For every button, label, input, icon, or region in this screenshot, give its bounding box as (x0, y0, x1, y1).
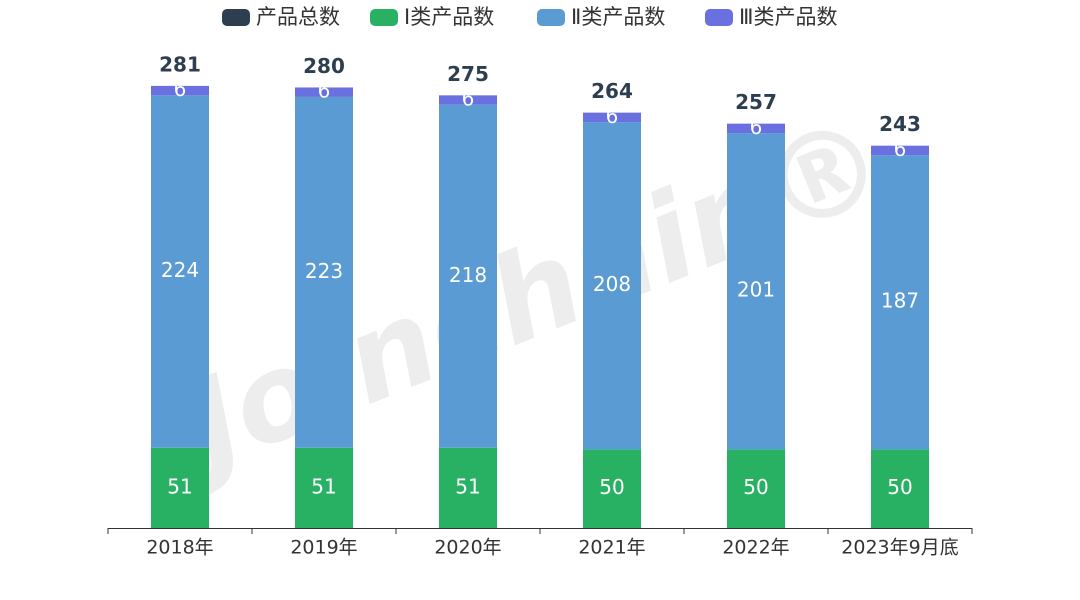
value-label: 218 (449, 263, 487, 287)
total-label: 264 (591, 79, 633, 103)
value-label: 208 (593, 272, 631, 296)
value-label: 6 (606, 104, 619, 128)
value-label: 6 (750, 115, 763, 139)
x-tick-label: 2020年 (434, 537, 501, 559)
bar-segment (295, 447, 353, 528)
bar-segment (583, 449, 641, 528)
value-label: 50 (743, 475, 768, 499)
legend-marker (370, 9, 398, 26)
bar-segment (727, 123, 785, 134)
value-label: 50 (599, 475, 624, 499)
bar-segment (727, 449, 785, 528)
x-tick-label: 2018年 (146, 537, 213, 559)
value-label: 50 (887, 475, 912, 499)
bar-segment (151, 95, 209, 448)
value-label: 6 (174, 77, 187, 101)
value-label: 224 (161, 258, 199, 282)
value-label: 51 (167, 474, 192, 498)
bar-segment (871, 145, 929, 156)
value-label: 6 (462, 87, 475, 111)
bar-segment (583, 122, 641, 450)
total-label: 257 (735, 90, 777, 114)
bar-segment (295, 96, 353, 448)
bar-segment (151, 447, 209, 528)
x-tick-label: 2019年 (290, 537, 357, 559)
bar-segment (439, 447, 497, 528)
total-label: 243 (879, 112, 921, 136)
total-label: 281 (159, 52, 201, 76)
bar-segment (871, 449, 929, 528)
bar-segment (295, 87, 353, 97)
watermark: Joinchain® (150, 90, 905, 503)
legend-marker (222, 9, 250, 26)
bar-segment (871, 155, 929, 450)
legend-label: 产品总数 (256, 5, 340, 29)
x-tick-label: 2023年9月底 (841, 537, 958, 559)
total-label: 280 (303, 54, 345, 78)
legend-marker (537, 9, 565, 26)
x-tick-label: 2022年 (722, 537, 789, 559)
legend-label: Ⅰ类产品数 (404, 5, 494, 29)
bar-segment (439, 104, 497, 448)
value-label: 6 (894, 137, 907, 161)
bar-segment (439, 95, 497, 105)
value-label: 6 (318, 79, 331, 103)
value-label: 223 (305, 259, 343, 283)
bar-segment (583, 112, 641, 123)
x-tick-label: 2021年 (578, 537, 645, 559)
legend-marker (705, 9, 733, 26)
value-label: 201 (737, 278, 775, 302)
bar-segment (727, 133, 785, 450)
total-label: 275 (447, 62, 489, 86)
value-label: 187 (881, 289, 919, 313)
value-label: 51 (311, 474, 336, 498)
legend-label: Ⅲ类产品数 (739, 5, 837, 29)
bar-segment (151, 85, 209, 96)
legend-label: Ⅱ类产品数 (571, 5, 665, 29)
value-label: 51 (455, 474, 480, 498)
